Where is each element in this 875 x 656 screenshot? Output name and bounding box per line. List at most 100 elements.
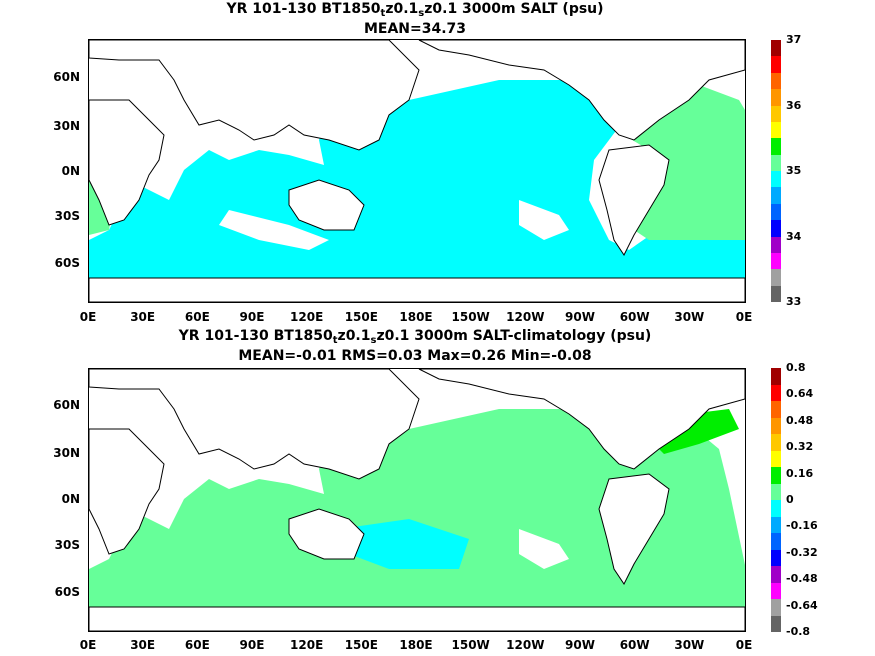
lon-label: 60W: [619, 638, 650, 652]
lon-label: 30W: [674, 310, 705, 324]
colorbar-swatch: [771, 417, 781, 434]
lon-label: 0E: [735, 638, 753, 652]
lon-label: 30W: [674, 638, 705, 652]
colorbar-swatch: [771, 187, 781, 204]
colorbar-swatch: [771, 171, 781, 188]
lon-label: 90E: [239, 638, 265, 652]
panel1-title: YR 101-130 BT1850tz0.1sz0.1 3000m SALT (…: [226, 1, 604, 19]
colorbar-swatch: [771, 236, 781, 253]
lon-label: 120E: [290, 638, 324, 652]
australia-land: [288, 508, 365, 560]
colorbar-swatch: [771, 467, 781, 484]
panel2-title: YR 101-130 BT1850tz0.1sz0.1 3000m SALT-c…: [178, 328, 652, 346]
lat-label: 60S: [54, 585, 80, 599]
lon-label: 150W: [451, 310, 490, 324]
colorbar-swatch: [771, 549, 781, 566]
colorbar-tick-label: 33: [786, 295, 802, 308]
colorbar-swatch: [771, 434, 781, 451]
colorbar-tick-label: 0.64: [786, 387, 814, 401]
colorbar-tick-label: 0.32: [786, 440, 814, 454]
colorbar-swatch: [771, 220, 781, 237]
colorbar-tick-label: 35: [786, 164, 802, 177]
south-america-land: [598, 473, 670, 585]
lon-label: 120E: [290, 310, 324, 324]
anomaly-ocean-fill: [89, 409, 745, 607]
lat-label: 30S: [54, 538, 80, 552]
lat-label: 60N: [53, 398, 80, 412]
colorbar-swatch: [771, 516, 781, 533]
colorbar-tick-label: -0.32: [786, 545, 818, 559]
colorbar-salt: [771, 40, 781, 302]
colorbar-swatch: [771, 566, 781, 583]
colorbar-swatch: [771, 500, 781, 517]
lat-label: 60N: [53, 70, 80, 84]
colorbar-swatch: [771, 599, 781, 616]
colorbar-swatch: [771, 105, 781, 122]
colorbar-swatch: [771, 582, 781, 599]
panel1-stats: MEAN=34.73: [363, 21, 467, 37]
salinity-anomaly-map-panel: [88, 368, 746, 632]
lat-label: 30N: [53, 446, 80, 460]
australia-land: [288, 179, 365, 231]
lon-label: 30E: [130, 638, 156, 652]
lon-label: 90E: [239, 310, 265, 324]
colorbar-swatch: [771, 89, 781, 106]
lon-label: 0E: [79, 638, 97, 652]
lon-label: 60E: [184, 638, 210, 652]
colorbar-tick-label: 0.8: [786, 361, 806, 374]
lon-label: 0E: [79, 310, 97, 324]
colorbar-swatch: [771, 483, 781, 500]
colorbar-tick-label: 37: [786, 33, 802, 46]
north-america-land: [418, 369, 745, 470]
colorbar-swatch: [771, 285, 781, 302]
colorbar-swatch: [771, 72, 781, 90]
antarctica-land: [89, 606, 745, 631]
colorbar-swatch: [771, 269, 781, 286]
lon-label: 150W: [451, 638, 490, 652]
colorbar-tick-label: 34: [786, 229, 802, 243]
lat-label: 30S: [54, 209, 80, 223]
colorbar-tick-label: 0.16: [786, 466, 814, 480]
colorbar-tick-label: 36: [786, 98, 802, 112]
colorbar-tick-label: 0: [786, 493, 794, 506]
colorbar-tick-label: -0.64: [786, 598, 818, 612]
lon-label: 30E: [130, 310, 156, 324]
lon-label: 60E: [184, 310, 210, 324]
colorbar-swatch: [771, 56, 781, 73]
lat-label: 60S: [54, 256, 80, 270]
colorbar-swatch: [771, 121, 781, 139]
panel2-stats: MEAN=-0.01 RMS=0.03 Max=0.26 Min=-0.08: [238, 348, 592, 364]
colorbar-swatch: [771, 40, 781, 57]
lat-label: 0N: [61, 164, 80, 178]
lon-label: 180E: [399, 310, 433, 324]
colorbar-swatch: [771, 252, 781, 270]
antarctica-land: [89, 277, 745, 302]
africa-land: [89, 428, 165, 555]
lon-label: 120W: [506, 638, 545, 652]
colorbar-swatch: [771, 533, 781, 550]
colorbar-tick-label: 0.48: [786, 413, 814, 427]
colorbar-swatch: [771, 368, 781, 385]
salinity-map-panel: [88, 39, 746, 303]
eurasia-land: [89, 40, 420, 151]
lat-label: 0N: [61, 492, 80, 506]
africa-land: [89, 99, 165, 226]
colorbar-tick-label: -0.48: [786, 572, 818, 586]
lon-label: 60W: [619, 310, 650, 324]
colorbar-swatch: [771, 450, 781, 467]
lon-label: 180E: [399, 638, 433, 652]
colorbar-swatch: [771, 154, 781, 171]
lon-label: 150E: [344, 310, 378, 324]
eurasia-land: [89, 369, 420, 480]
north-america-land: [418, 40, 745, 141]
lon-label: 90W: [565, 310, 595, 324]
anomaly-near-zero-fill: [339, 519, 469, 569]
south-america-land: [598, 144, 670, 256]
colorbar-swatch: [771, 384, 781, 401]
colorbar-swatch: [771, 138, 781, 155]
colorbar-salt-anomaly: [771, 368, 781, 632]
lon-label: 150E: [344, 638, 378, 652]
colorbar-tick-label: -0.16: [786, 519, 818, 533]
lon-label: 90W: [565, 638, 595, 652]
colorbar-swatch: [771, 203, 781, 221]
